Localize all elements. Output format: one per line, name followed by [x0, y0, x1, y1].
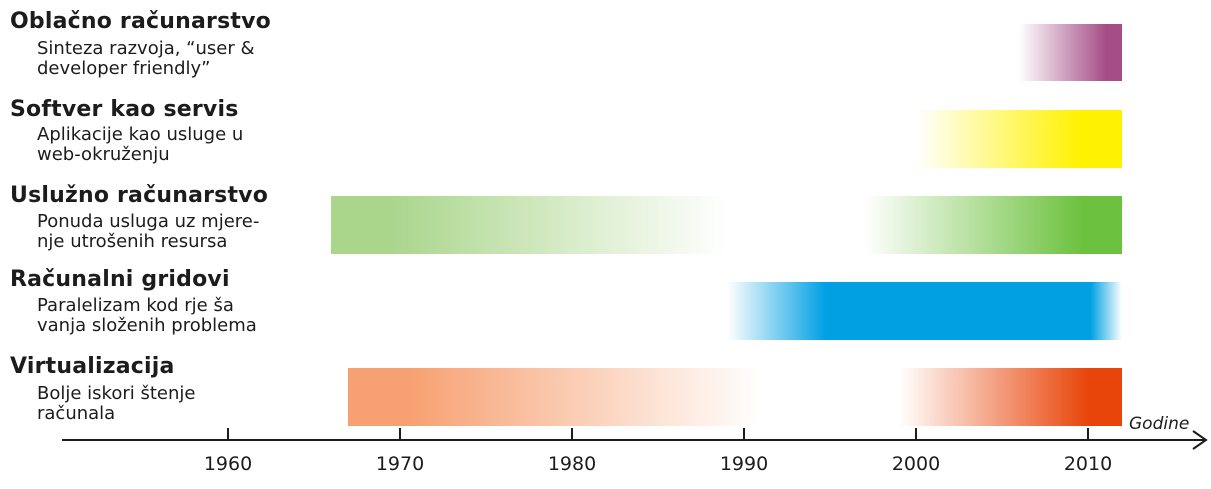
row-title-gridovi: Računalni gridovi: [10, 267, 230, 292]
row-desc-virtualizacija: Bolje iskori štenje računala: [37, 384, 195, 424]
row-desc-line: web-okruženju: [37, 144, 170, 165]
row-desc-line: Sinteza razvoja, “user &: [37, 38, 255, 59]
timeline-bar: [331, 196, 727, 254]
axis-tick-label: 1990: [719, 453, 769, 475]
axis-label: Godine: [1129, 414, 1190, 434]
axis-arrow-icon: [1192, 430, 1208, 450]
timeline-bar: [1019, 24, 1123, 81]
timeline-bar: [348, 368, 762, 426]
row-desc-line: Bolje iskori štenje: [37, 383, 196, 404]
axis-tick-label: 1960: [203, 453, 253, 475]
axis-ticks: [227, 428, 1089, 440]
axis-tick-label: 1970: [375, 453, 425, 475]
timeline-bar: [916, 110, 1123, 168]
row-desc-line: Ponuda usluga uz mjere-: [37, 211, 260, 232]
timeline-bar: [726, 282, 1123, 340]
row-title-usluzno: Uslužno računarstvo: [10, 183, 269, 208]
axis-tick-label: 2010: [1063, 453, 1113, 475]
row-desc-oblacno: Sinteza razvoja, “user & developer frien…: [37, 39, 255, 79]
row-desc-line: nje utrošenih resursa: [37, 231, 228, 252]
axis-tick-label: 1980: [547, 453, 597, 475]
row-desc-gridovi: Paralelizam kod rje ša vanja složenih pr…: [37, 296, 257, 336]
row-title-virtualizacija: Virtualizacija: [10, 354, 175, 379]
row-desc-line: vanja složenih problema: [37, 315, 257, 336]
row-desc-softver: Aplikacije kao usluge u web-okruženju: [37, 125, 243, 165]
timeline-bar: [864, 196, 1123, 254]
row-desc-usluzno: Ponuda usluga uz mjere- nje utrošenih re…: [37, 212, 259, 252]
row-desc-line: Aplikacije kao usluge u: [37, 124, 244, 145]
axis-tick-label: 2000: [891, 453, 941, 475]
row-desc-line: developer friendly”: [37, 58, 211, 79]
row-desc-line: računala: [37, 403, 116, 424]
row-title-softver: Softver kao servis: [10, 97, 239, 122]
row-desc-line: Paralelizam kod rje ša: [37, 295, 234, 316]
row-title-oblacno: Oblačno računarstvo: [10, 9, 271, 34]
timeline-bar: [898, 368, 1123, 426]
